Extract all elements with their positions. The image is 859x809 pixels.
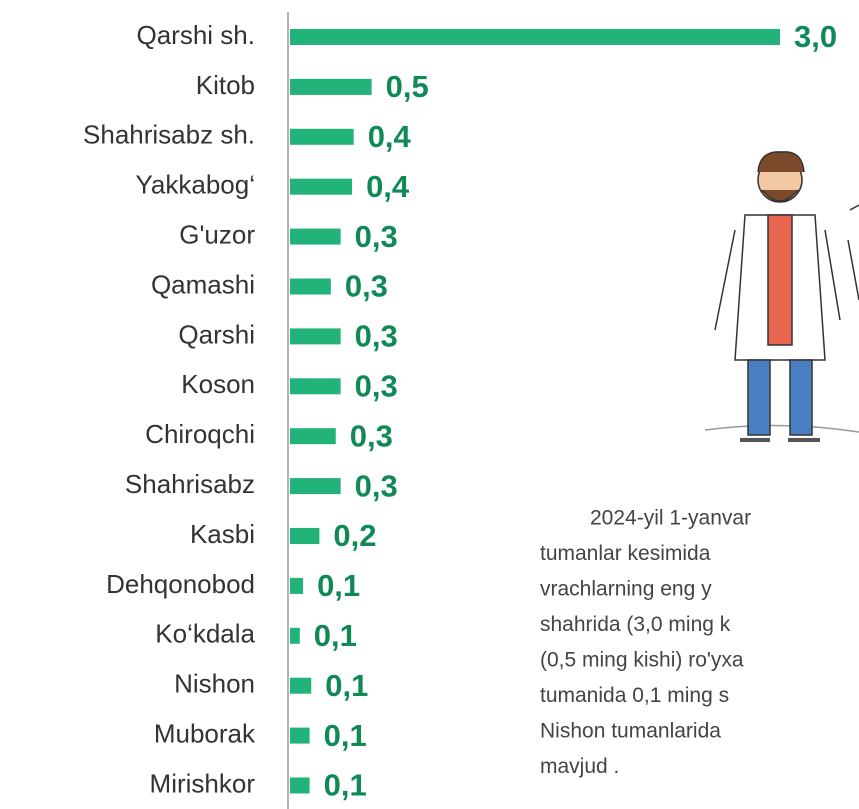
category-label: Koson <box>181 369 255 399</box>
category-label: Shahrisabz sh. <box>83 120 255 150</box>
bar <box>290 78 372 95</box>
bar <box>290 478 341 495</box>
value-label: 0,3 <box>355 368 398 403</box>
annotation-text: mavjud . <box>540 755 619 778</box>
annotation-text: vrachlarning eng y <box>540 578 712 601</box>
category-label: Ko‘kdala <box>155 619 255 649</box>
value-label: 0,3 <box>350 418 393 453</box>
value-label: 0,3 <box>355 219 398 254</box>
bar <box>290 128 354 145</box>
category-label: Yakkabog‘ <box>136 170 256 200</box>
bar <box>290 278 331 295</box>
category-label: Muborak <box>154 718 256 748</box>
value-label: 3,0 <box>794 19 837 54</box>
value-label: 0,5 <box>386 69 429 104</box>
category-label: Shahrisabz <box>125 469 255 499</box>
value-label: 0,4 <box>368 119 412 154</box>
value-label: 0,2 <box>333 518 376 553</box>
bar <box>290 428 336 445</box>
bar <box>290 627 300 644</box>
bar <box>290 528 320 544</box>
category-label: Dehqonobod <box>106 569 255 599</box>
category-label: Qarshi <box>178 319 255 349</box>
annotation-text: Nishon tumanlarida <box>540 720 721 743</box>
annotation-text: tumanida 0,1 ming s <box>540 684 729 707</box>
category-label: Qarshi sh. <box>137 20 256 50</box>
category-label: Nishon <box>174 669 255 699</box>
category-label: G'uzor <box>179 219 255 249</box>
bar <box>290 29 780 45</box>
value-label: 0,1 <box>325 668 368 703</box>
bar <box>290 228 341 245</box>
value-label: 0,1 <box>317 568 360 603</box>
value-label: 0,3 <box>355 319 398 354</box>
doctor-illustration <box>704 151 859 442</box>
value-label: 0,1 <box>314 618 357 653</box>
bar <box>290 677 312 694</box>
bar <box>290 777 310 794</box>
value-label: 0,4 <box>366 169 410 204</box>
annotation-text: tumanlar kesimida <box>540 542 711 565</box>
bar <box>290 178 353 195</box>
value-label: 0,1 <box>324 768 367 803</box>
bar <box>290 328 341 345</box>
bar <box>290 378 341 395</box>
category-label: Qamashi <box>151 269 255 299</box>
annotation-text: 2024-yil 1-yanvar <box>590 507 751 530</box>
annotation-text: (0,5 ming kishi) ro'yxa <box>540 649 744 672</box>
category-label: Kitob <box>196 70 255 100</box>
category-label: Mirishkor <box>150 768 256 798</box>
value-label: 0,1 <box>324 718 367 753</box>
category-label: Kasbi <box>190 519 255 549</box>
value-label: 0,3 <box>345 269 388 304</box>
bar <box>290 727 310 744</box>
bar <box>290 577 304 594</box>
value-label: 0,3 <box>355 468 398 503</box>
category-label: Chiroqchi <box>145 419 255 449</box>
annotation-text: shahrida (3,0 ming k <box>540 613 731 636</box>
